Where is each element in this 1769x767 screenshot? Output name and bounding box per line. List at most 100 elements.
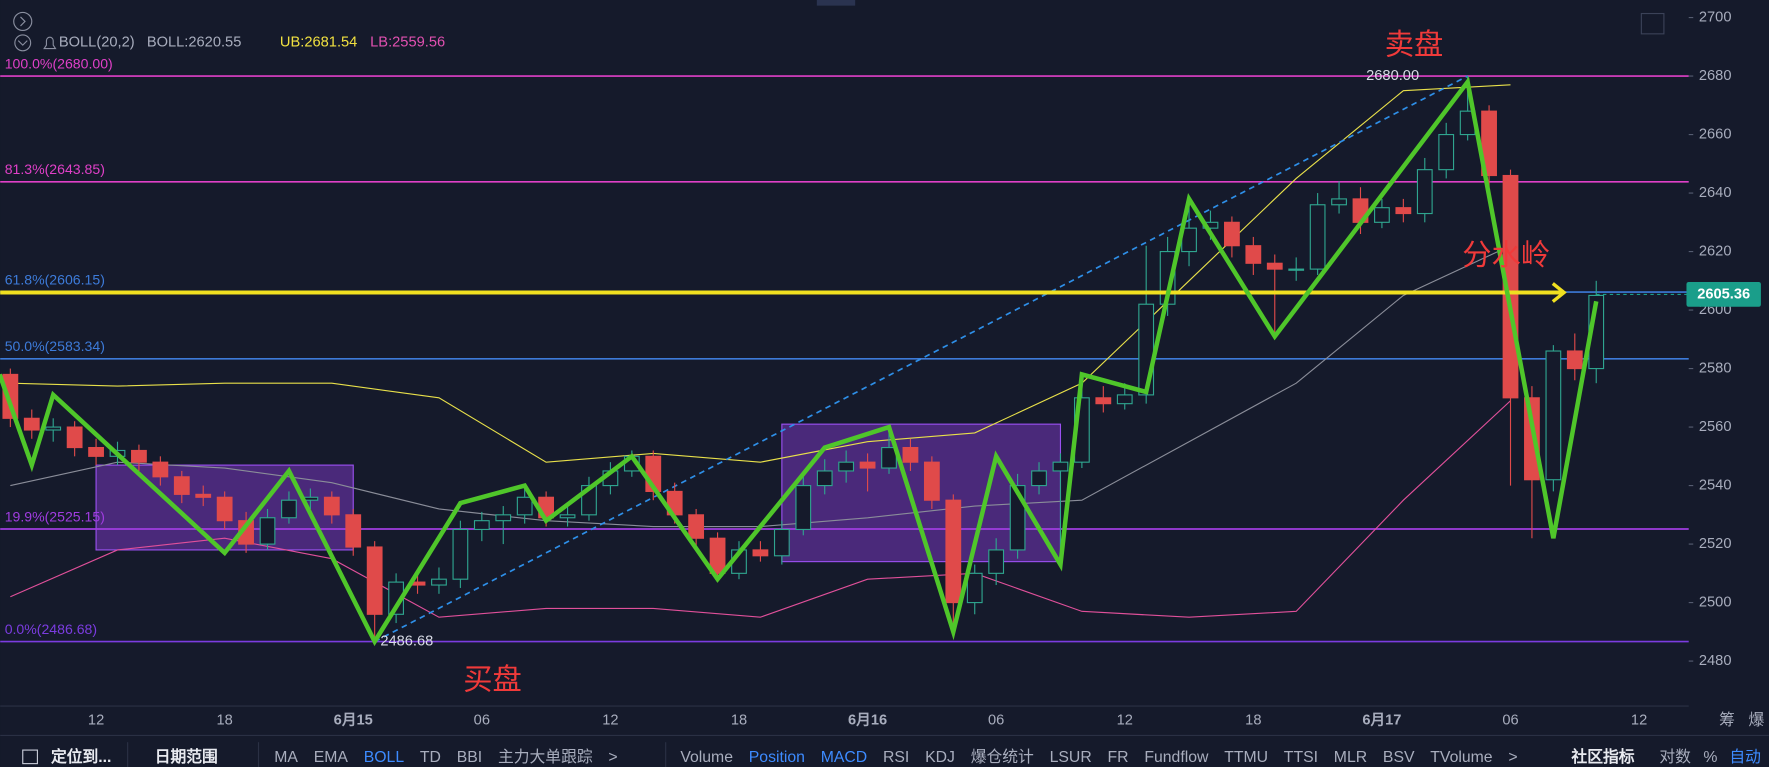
toolbar-item[interactable]: MACD [821,749,867,766]
watershed-arrow [1551,282,1567,303]
x-tick-label: 12 [1117,713,1133,729]
candle-body [1245,245,1262,264]
fib-label: 19.9%(2525.15) [5,508,105,524]
toolbar-item[interactable]: BSV [1383,749,1415,766]
candle-body [173,476,190,495]
indicator-toggle[interactable] [14,34,32,52]
toolbar-item[interactable]: FR [1108,749,1129,766]
candle-body [688,514,705,539]
toolbar-item[interactable]: MLR [1334,749,1367,766]
last-price-label: 2605.36 [1697,286,1750,302]
indicator-name: BOLL(20,2) [59,35,135,51]
last-price-tag [1686,281,1761,307]
toolbar-item[interactable]: TTSI [1284,749,1318,766]
toolbar-item[interactable]: Fundflow [1144,749,1209,766]
toolbar-item[interactable]: EMA [314,749,349,766]
candle-body [1095,397,1112,405]
candle-body [816,470,833,487]
toolbar-item[interactable]: TD [420,749,441,766]
text-annotation: 买盘 [463,663,522,696]
candle-body [45,426,62,431]
toolbar-item[interactable]: TVolume [1430,749,1493,766]
toolbar-right-item[interactable]: 对数 [1659,748,1691,766]
toolbar-item[interactable]: 爆仓统计 [971,747,1034,766]
toolbar-item[interactable]: TTMU [1224,749,1268,766]
toolbar-item[interactable]: BBI [457,749,482,766]
collapse-icon[interactable] [13,11,33,32]
toolbar-item[interactable]: 主力大单跟踪 [498,748,593,766]
candle-body [1138,303,1155,396]
toolbar-item[interactable]: KDJ [925,749,955,766]
toolbar-item[interactable]: MA [274,749,298,766]
candle-body [1524,397,1540,481]
y-tick-label: 2540 [1699,477,1732,493]
candle-body [495,514,512,522]
candle-body [902,446,919,463]
toolbar-right-item[interactable]: 社区指标 [1570,747,1634,766]
candle-body [945,499,962,604]
candle-body [216,496,233,522]
date-range-button[interactable]: 日期范围 [155,747,218,766]
candle-body [1309,204,1326,270]
axis-icon[interactable]: 爆 [1749,710,1765,729]
y-tick-label: 2640 [1699,185,1732,201]
candle-body [366,546,383,615]
candle-body [1224,221,1240,247]
candle-body [516,496,533,516]
toolbar-item[interactable]: Position [749,749,805,766]
y-tick-label: 2560 [1699,419,1732,435]
text-annotation: 卖盘 [1385,29,1444,62]
candle-body [559,514,576,519]
x-tick-label: 18 [731,713,747,729]
x-tick-label: 6月15 [334,712,373,729]
candle-body [1052,461,1069,472]
fullscreen-button[interactable] [1640,12,1665,35]
top-handle [816,0,856,6]
candle-body [859,461,876,469]
toolbar-item[interactable]: > [1508,749,1517,766]
y-tick-label: 2700 [1699,9,1732,25]
toolbar-item[interactable]: Volume [680,749,733,766]
candle-body [473,520,490,531]
alert-bell[interactable] [43,36,57,50]
trend-line [374,75,1469,643]
fib-label: 61.8%(2606.15) [5,272,105,288]
candle-body [988,549,1005,574]
toolbar-item[interactable]: LSUR [1050,749,1092,766]
bollinger-line [10,400,1511,618]
candle-body [838,461,855,472]
axis-icon[interactable]: 筹 [1719,711,1735,729]
toolbar-right-item[interactable]: 自动 [1729,748,1761,766]
y-tick-label: 2520 [1699,536,1732,552]
y-tick-label: 2580 [1699,360,1732,376]
x-tick-label: 6月16 [848,712,887,729]
y-tick-label: 2660 [1699,126,1732,142]
toolbar-item[interactable]: RSI [883,749,909,766]
candle-body [281,499,297,519]
candle-body [431,578,447,586]
x-tick-label: 12 [602,713,618,729]
candle-body [966,572,983,604]
candle-body [752,549,769,557]
fib-label: 0.0%(2486.68) [5,621,97,637]
fib-label: 100.0%(2680.00) [5,55,113,71]
candle-body [66,426,83,449]
candle-body [1502,174,1519,399]
candle-body [2,373,19,419]
toolbar-item[interactable]: > [608,749,617,766]
collapse-chevron [20,16,26,27]
candle-body [345,514,362,548]
locate-button[interactable]: 定位到... [51,747,112,766]
price-annotation: 2486.68 [380,633,433,649]
candle-body [1395,207,1412,215]
toolbar-item[interactable]: BOLL [364,749,405,766]
price-annotation: 2680.00 [1366,68,1419,84]
candle-body [131,449,147,463]
candle-body [773,528,790,557]
toolbar-right-item[interactable]: % [1703,749,1717,766]
candle-body [23,417,40,431]
candle-body [1331,198,1347,206]
candle-body [1031,470,1047,487]
